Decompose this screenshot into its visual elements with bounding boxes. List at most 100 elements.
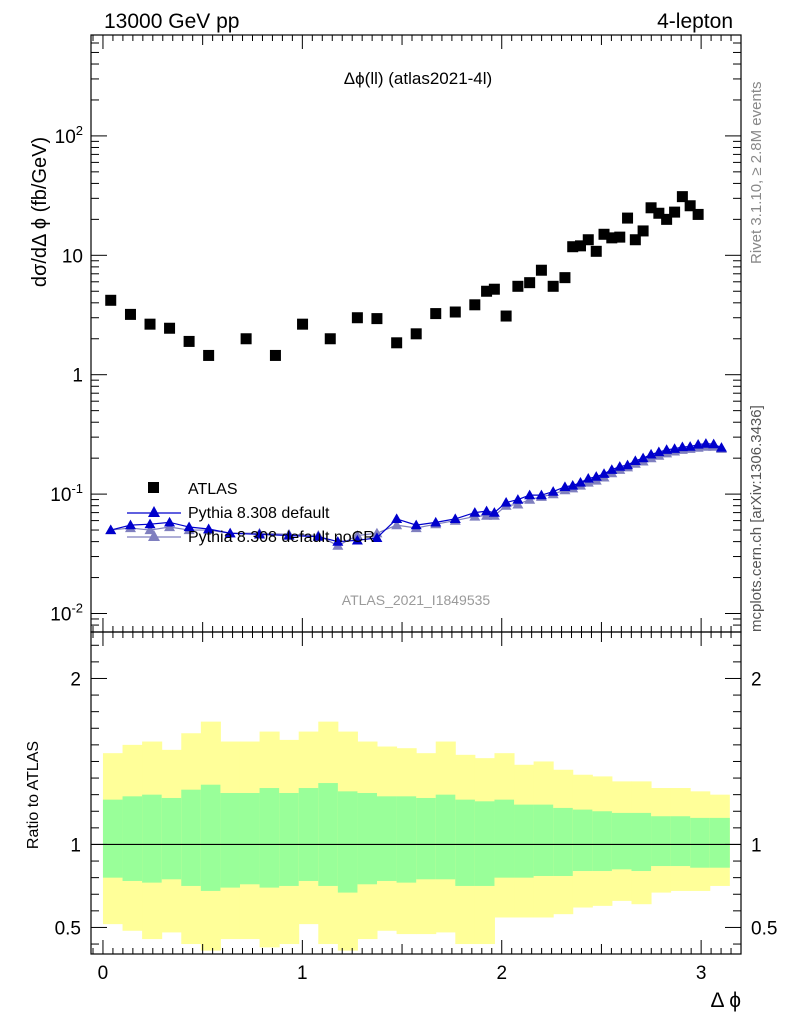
ratio-y-tick-label-right: 2 bbox=[751, 669, 762, 690]
atlas-data-point bbox=[637, 225, 649, 237]
ratio-y-tick-label-left: 2 bbox=[70, 669, 81, 690]
ratio-uncertainty-bands bbox=[102, 721, 730, 951]
legend-atlas-label: ATLAS bbox=[188, 481, 238, 498]
default-series-point bbox=[574, 477, 586, 487]
inner-band-bin bbox=[474, 801, 495, 886]
default-series-point bbox=[715, 442, 727, 452]
inner-band-bin bbox=[416, 797, 437, 880]
inner-band-bin bbox=[161, 797, 182, 880]
inner-band-bin bbox=[572, 809, 593, 872]
atlas-data-point bbox=[622, 212, 634, 224]
atlas-data-point bbox=[105, 294, 117, 306]
default-series-point bbox=[629, 455, 641, 465]
x-axis-label: Δ ϕ bbox=[711, 989, 741, 1012]
default-series-point bbox=[164, 516, 176, 527]
rivet-version-label: Rivet 3.1.10, ≥ 2.8M events bbox=[748, 82, 765, 265]
main-plot-title: Δϕ(ll) (atlas2021-4l) bbox=[344, 69, 492, 88]
atlas-data-point bbox=[144, 318, 156, 330]
ratio-y-axis-label: Ratio to ATLAS bbox=[25, 741, 42, 849]
main-x-ticks bbox=[92, 35, 742, 632]
inner-band-bin bbox=[631, 812, 652, 872]
main-data-marks bbox=[105, 191, 727, 550]
nocr-series-point bbox=[512, 498, 524, 509]
default-series-point bbox=[449, 513, 461, 524]
default-series-point bbox=[144, 518, 156, 529]
nocr-series-point bbox=[351, 530, 363, 540]
inner-band-bin bbox=[102, 799, 124, 878]
default-series-point bbox=[614, 461, 626, 471]
inner-band-bin bbox=[279, 793, 300, 886]
inner-band-bin bbox=[377, 796, 398, 881]
inner-band-bin bbox=[337, 791, 358, 893]
default-series-point bbox=[283, 530, 295, 540]
nocr-series-point bbox=[391, 519, 403, 530]
default-series-point bbox=[676, 441, 688, 452]
default-series-point bbox=[183, 521, 195, 532]
atlas-data-point bbox=[590, 245, 602, 257]
inner-band-bin bbox=[122, 796, 143, 881]
default-series-point bbox=[224, 527, 236, 538]
legend-atlas-marker bbox=[148, 482, 159, 493]
default-series-point bbox=[700, 438, 712, 448]
atlas-data-point bbox=[606, 232, 618, 244]
ratio-y-ticks: 0.5 0.5 1 1 2 2 bbox=[55, 644, 777, 945]
default-series-point bbox=[124, 519, 136, 530]
atlas-data-point bbox=[574, 240, 586, 252]
default-series-point bbox=[598, 468, 610, 478]
atlas-data-point bbox=[512, 280, 524, 292]
default-series-point bbox=[661, 444, 673, 454]
inner-band-bin bbox=[396, 796, 417, 883]
default-series-point bbox=[469, 507, 481, 517]
x-tick-label: 2 bbox=[496, 963, 507, 984]
atlas-data-point bbox=[614, 231, 626, 243]
legend-default-label: Pythia 8.308 default bbox=[188, 505, 330, 522]
atlas-data-point bbox=[535, 264, 547, 276]
atlas-data-point bbox=[547, 280, 559, 292]
atlas-data-point bbox=[676, 191, 688, 203]
nocr-series-point bbox=[144, 524, 156, 535]
atlas-data-point bbox=[524, 277, 536, 289]
atlas-data-point bbox=[653, 207, 665, 219]
x-tick-label: 0 bbox=[98, 963, 109, 984]
atlas-data-point bbox=[559, 272, 571, 284]
atlas-data-point bbox=[582, 234, 594, 246]
x-tick-label: 3 bbox=[696, 963, 707, 984]
inner-band-bin bbox=[357, 793, 378, 885]
default-series-point bbox=[312, 531, 324, 541]
x-tick-label: 1 bbox=[297, 963, 308, 984]
inner-band-bin bbox=[709, 817, 730, 868]
atlas-data-point bbox=[240, 333, 252, 345]
inner-band-bin bbox=[592, 811, 613, 872]
atlas-data-point bbox=[164, 322, 176, 334]
default-series-point bbox=[637, 452, 649, 463]
default-series-point bbox=[708, 438, 720, 449]
atlas-data-point bbox=[183, 335, 195, 347]
default-series-point bbox=[410, 519, 422, 530]
y-tick-label: 102 bbox=[55, 123, 83, 148]
default-series-point bbox=[559, 481, 571, 491]
legend-nocr-marker bbox=[148, 530, 160, 541]
legend-nocr-label: Pythia 8.308 default noCR bbox=[188, 529, 375, 546]
default-series-point bbox=[535, 489, 547, 500]
atlas-data-point bbox=[269, 349, 281, 361]
ratio-y-tick-label-right: 0.5 bbox=[751, 918, 777, 939]
inner-band-bin bbox=[298, 788, 319, 881]
default-series-point bbox=[351, 534, 363, 545]
default-series-point bbox=[590, 471, 602, 481]
inner-band-bin bbox=[651, 816, 672, 867]
default-series-point bbox=[500, 497, 512, 507]
inner-band-bin bbox=[435, 794, 456, 880]
inner-band-bin bbox=[533, 804, 554, 876]
ratio-y-tick-label-left: 1 bbox=[70, 835, 81, 856]
atlas-data-point bbox=[410, 328, 422, 340]
default-series-point bbox=[606, 464, 618, 474]
atlas-data-point bbox=[488, 283, 500, 295]
atlas-data-point bbox=[629, 234, 641, 246]
atlas-data-point bbox=[351, 312, 363, 324]
atlas-data-point bbox=[469, 299, 481, 311]
atlas-data-point bbox=[449, 306, 461, 318]
atlas-data-point bbox=[481, 285, 493, 297]
header-process-label: 4-lepton bbox=[657, 10, 733, 33]
